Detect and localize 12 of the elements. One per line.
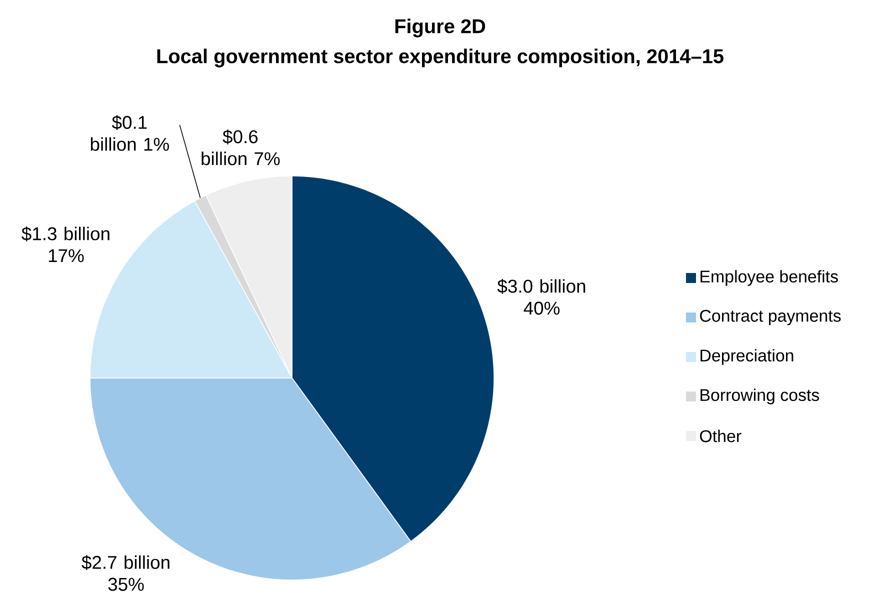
- chart-title: Figure 2D: [395, 18, 486, 38]
- legend-label: Employee benefits: [700, 270, 838, 286]
- legend-label: Other: [700, 430, 742, 442]
- legend-label: Borrowing costs: [700, 388, 820, 404]
- legend-label: Contract payments: [700, 310, 841, 326]
- data-label: $0.6 billion 7%: [202, 129, 280, 166]
- data-label: $3.0 billion 40%: [497, 278, 586, 315]
- data-label: $1.3 billion 17%: [22, 226, 110, 262]
- legend-label: Depreciation: [700, 349, 794, 365]
- data-label: $0.1 billion 1%: [90, 115, 169, 151]
- chart-subtitle: Local government sector expenditure composition, 2014–15: [157, 48, 724, 68]
- data-label: $2.7 billion 35%: [82, 555, 170, 591]
